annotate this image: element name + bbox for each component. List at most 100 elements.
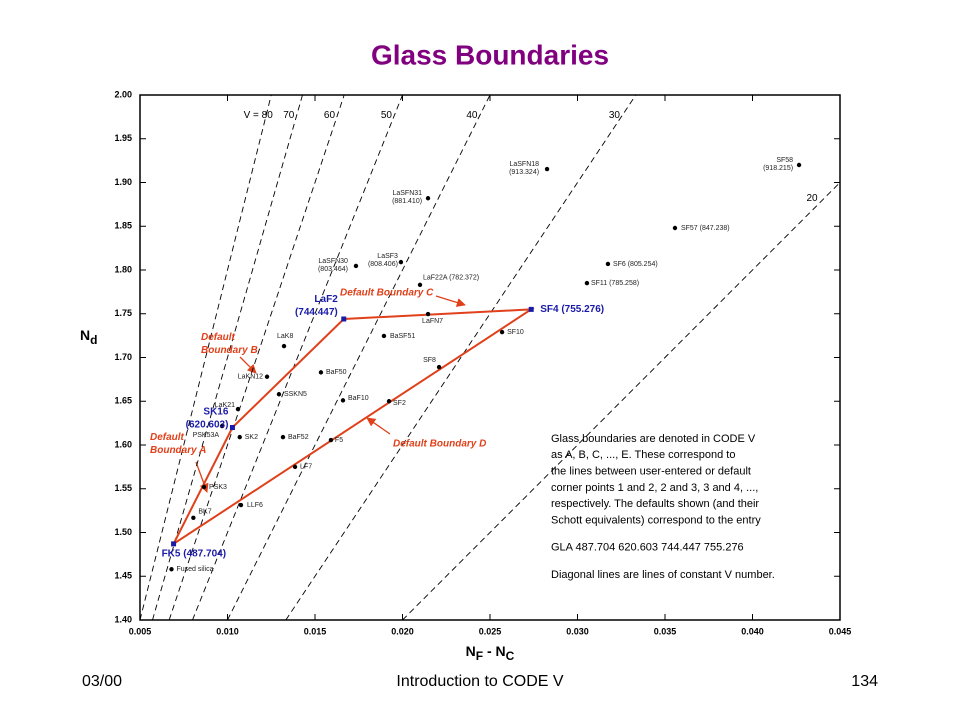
glass-point [417,282,423,288]
note-line: Diagonal lines are lines of constant V n… [551,569,775,581]
label: Fused silica [177,566,214,573]
glass-point [425,196,431,201]
glass-point [499,329,505,335]
label: SK2 [245,434,258,441]
footer-left: 03/00 [82,673,122,690]
note-line: Glass boundaries are denoted in CODE V [551,433,756,445]
label: LaFN7 [422,318,443,325]
corner-point [528,306,534,312]
label: (620.603) [186,420,229,431]
y-tick-label: 1.90 [114,177,132,187]
glass-point [672,225,678,231]
y-tick-label: 1.85 [114,221,132,231]
label: LLF6 [247,502,263,509]
y-tick-label: 1.55 [114,483,132,493]
label: LaK21 [215,402,235,409]
v-line-label: 20 [806,193,818,204]
glass-point [584,280,590,286]
label: PSK3 [209,484,227,491]
y-tick-label: 1.50 [114,527,132,537]
label: (744.447) [295,307,338,318]
glass-point [425,311,431,317]
glass-point [381,333,387,339]
v-line-label: 50 [381,110,393,121]
label: LaF22A (782.372) [423,275,479,282]
label: SF8 [423,357,436,364]
label: Default [150,432,185,443]
v-line [227,95,491,620]
glass-point [237,434,242,440]
label: SK16 [203,407,228,418]
label: SF6 (805.254) [613,261,658,268]
corner-point [341,316,347,322]
v-line [168,95,345,620]
label: SSKN5 [284,391,307,398]
label: FK5 (487.704) [162,549,226,560]
glass-point [276,392,282,397]
label: SF10 [507,329,524,336]
glass-point [201,484,207,490]
glass-point [264,374,270,379]
label: SF4 (755.276) [540,304,604,315]
label: LaF2 [314,294,338,305]
y-tick-label: 1.40 [114,614,132,624]
v-line [192,95,403,620]
label: LaK8 [277,333,293,340]
glass-point [238,502,244,508]
x-tick-label: 0.045 [829,626,852,636]
glass-point [340,398,346,403]
label: BaF52 [288,434,309,441]
glass-point [386,399,392,404]
glass-point [191,515,196,520]
y-tick-label: 1.45 [114,571,132,581]
x-label-part: N [466,643,476,659]
label: SF11 (785.258) [591,280,639,287]
glass-point [281,343,287,349]
label: (918.215) [763,165,793,172]
footer-right: 134 [851,673,878,690]
y-tick-label: 1.80 [114,264,132,274]
arrow [435,295,466,307]
x-tick-label: 0.035 [654,626,677,636]
note-line: Schott equivalents) correspond to the en… [551,514,761,526]
label: LaSFN18 [509,161,539,168]
label: BK7 [198,509,211,516]
glass-point [796,162,802,168]
v-line [140,95,272,620]
label: Boundary A [150,445,206,456]
glass-point [292,464,298,470]
label: LaSF3 [377,253,398,260]
y-tick-label: 1.75 [114,308,132,318]
note-line: respectively. The defaults shown (and th… [551,498,759,510]
label: F5 [335,437,343,444]
arrow [366,417,391,435]
corner-point [171,541,177,547]
y-axis-label: Nd [80,327,97,347]
label: Default [201,332,236,343]
note-line: as A, B, C, ..., E. These correspond to [551,449,735,461]
label: LaSFN30 [318,258,348,265]
x-tick-label: 0.015 [304,626,327,636]
v-line-label: 30 [609,110,621,121]
label: PSK53A [193,432,220,439]
label: SF58 [776,157,793,164]
label: BaSF51 [390,333,415,340]
glass-point [605,261,611,267]
label: (808.406) [368,261,398,268]
y-label-main: N [80,327,90,343]
label: BaF50 [326,369,347,376]
note-line: GLA 487.704 620.603 744.447 755.276 [551,542,744,554]
glass-point [544,166,550,172]
label: (913.324) [509,169,539,176]
footer-center: Introduction to CODE V [396,673,564,690]
label: LaKN12 [238,374,263,381]
v-line [285,95,637,620]
label: Boundary B [201,345,258,356]
v-line [402,181,840,620]
chart-title: Glass Boundaries [371,39,609,70]
label: SF2 [393,400,406,407]
glass-point [169,567,174,572]
glass-point [235,406,241,412]
glass-point [328,437,334,443]
x-tick-label: 0.030 [566,626,589,636]
